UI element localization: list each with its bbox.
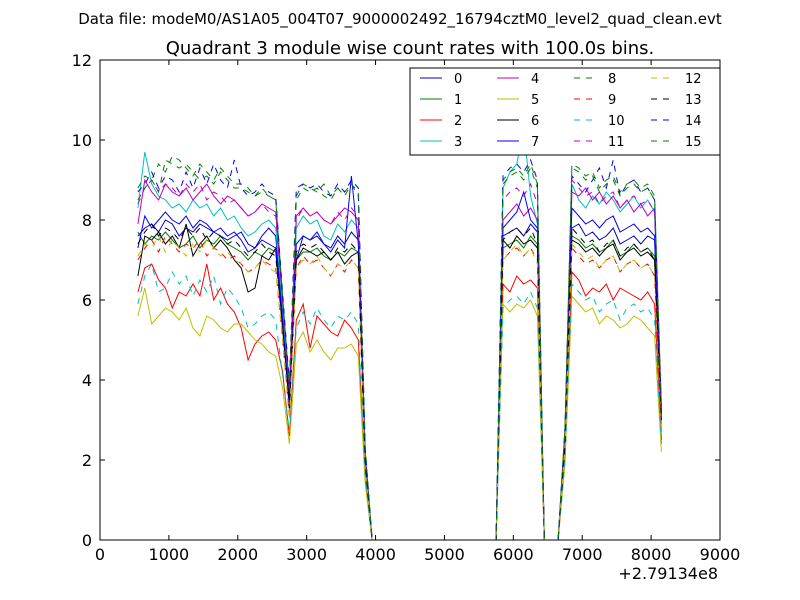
- legend-label-11: 11: [608, 135, 625, 150]
- legend-label-9: 9: [608, 93, 616, 108]
- series-line-12: [137, 234, 662, 540]
- legend-label-7: 7: [531, 135, 539, 150]
- series-line-0: [137, 219, 662, 540]
- legend-label-2: 2: [454, 114, 462, 129]
- y-tick-label: 12: [72, 51, 92, 70]
- x-tick-label: 9000: [700, 545, 741, 564]
- x-tick-label: 3000: [286, 545, 327, 564]
- x-tick-label: 7000: [562, 545, 603, 564]
- series-line-3: [137, 127, 662, 540]
- series-line-14: [137, 158, 662, 540]
- legend-label-5: 5: [531, 93, 539, 108]
- legend-label-15: 15: [685, 135, 702, 150]
- series-line-7: [137, 175, 662, 540]
- legend-label-14: 14: [685, 114, 702, 129]
- y-tick-label: 10: [72, 131, 92, 150]
- series-line-15: [137, 159, 662, 540]
- series-group: [137, 127, 662, 540]
- series-line-10: [137, 262, 662, 540]
- series-line-11: [137, 178, 662, 540]
- data-file-suptitle: Data file: modeM0/AS1A05_004T07_90000024…: [78, 10, 722, 29]
- y-tick-label: 8: [82, 211, 92, 230]
- legend-label-12: 12: [685, 72, 702, 87]
- x-tick-label: 6000: [493, 545, 534, 564]
- y-tick-label: 6: [82, 291, 92, 310]
- y-tick-label: 2: [82, 451, 92, 470]
- y-tick-label: 0: [82, 531, 92, 550]
- legend-label-0: 0: [454, 72, 462, 87]
- legend-label-4: 4: [531, 72, 539, 87]
- legend-label-1: 1: [454, 93, 462, 108]
- series-line-2: [137, 263, 662, 540]
- series-line-5: [137, 287, 662, 540]
- legend-label-3: 3: [454, 135, 462, 150]
- x-tick-label: 8000: [631, 545, 672, 564]
- y-tick-label: 4: [82, 371, 92, 390]
- x-tick-label: 1000: [149, 545, 190, 564]
- x-tick-label: 5000: [424, 545, 465, 564]
- legend-label-8: 8: [608, 72, 616, 87]
- x-tick-label: 2000: [217, 545, 258, 564]
- series-line-6: [137, 223, 662, 540]
- legend-label-10: 10: [608, 114, 625, 129]
- series-line-9: [137, 235, 662, 540]
- x-tick-label: 0: [95, 545, 105, 564]
- legend-label-6: 6: [531, 114, 539, 129]
- series-layer: [137, 127, 662, 540]
- series-line-1: [137, 231, 662, 540]
- x-axis-offset-label: +2.79134e8: [618, 564, 718, 583]
- axes-layer: 0 1000 2000 3000 4000 5000 6000 7000 8000 9000 0 2 4…: [72, 51, 741, 564]
- series-line-13: [137, 223, 662, 540]
- x-tick-label: 4000: [355, 545, 396, 564]
- legend-label-13: 13: [685, 93, 702, 108]
- series-line-4: [137, 178, 662, 540]
- chart-title: Quadrant 3 module wise count rates with …: [166, 38, 655, 59]
